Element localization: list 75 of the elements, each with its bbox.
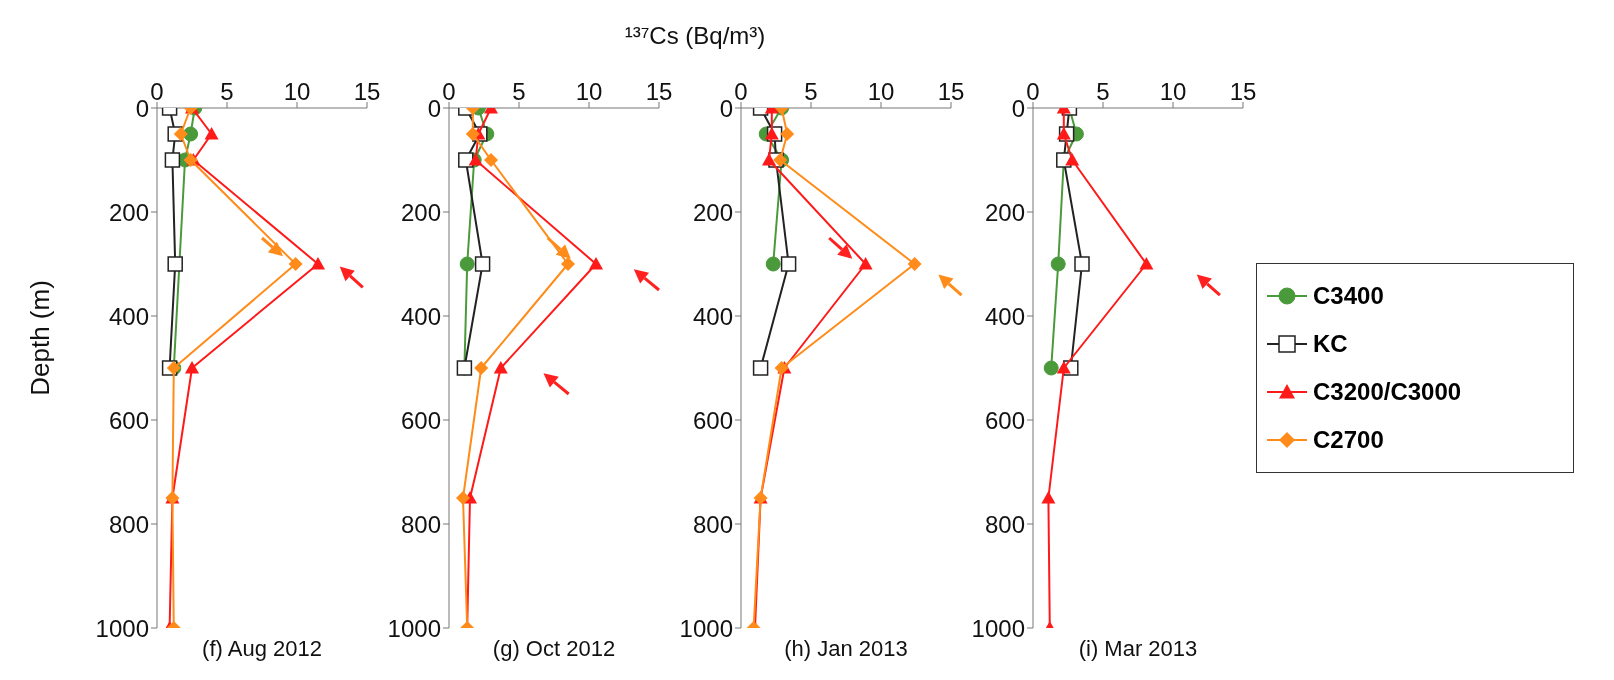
x-tick-label: 5 (220, 78, 234, 105)
point (484, 153, 498, 167)
y-tick-label: 800 (984, 510, 1025, 538)
point (474, 256, 491, 272)
y-tick-label: 400 (108, 302, 149, 330)
legend-label: KC (1313, 330, 1348, 358)
point (858, 257, 873, 270)
y-tick-label: 200 (108, 198, 149, 226)
y-tick-label: 600 (984, 406, 1025, 434)
y-tick-label: 200 (692, 198, 733, 226)
y-tick-label: 400 (400, 302, 441, 330)
x-tick-label: 15 (353, 78, 381, 105)
x-axis-title: ¹³⁷Cs (Bq/m³) (623, 22, 767, 50)
x-tick-label: 15 (645, 78, 673, 105)
legend-label: C3400 (1313, 282, 1384, 310)
point (458, 152, 474, 168)
y-tick-label: 600 (400, 406, 441, 434)
point (164, 152, 181, 168)
point (762, 153, 776, 166)
point (907, 257, 922, 271)
text: (g) Oct 2012 (492, 636, 616, 661)
point (465, 127, 480, 141)
point (1041, 491, 1056, 504)
x-tick-label: 10 (867, 78, 895, 105)
point (493, 361, 508, 374)
point (589, 257, 603, 270)
y-tick-label: 1000 (971, 614, 1025, 642)
point (173, 127, 188, 141)
text: (i) Mar 2013 (1078, 636, 1198, 661)
point (561, 257, 575, 271)
y-tick-label: 800 (108, 510, 149, 538)
point (1043, 360, 1059, 376)
y-tick-label: 1000 (387, 614, 441, 642)
point (288, 257, 303, 271)
point (311, 257, 325, 270)
point (167, 256, 183, 272)
text: (f) Aug 2012 (202, 636, 322, 661)
x-tick-label: 10 (1159, 78, 1187, 105)
y-tick-label: 600 (108, 406, 149, 434)
point (1056, 127, 1071, 140)
point (1050, 256, 1066, 272)
point (456, 491, 470, 505)
y-tick-label: 800 (400, 510, 441, 538)
point (1056, 361, 1071, 374)
legend-label: C2700 (1313, 426, 1384, 454)
point (204, 127, 219, 140)
point (185, 361, 199, 374)
y-tick-label: 800 (692, 510, 733, 538)
x-tick-label: 5 (512, 78, 526, 105)
point (1065, 153, 1080, 166)
y-axis-title: Depth (m) (24, 280, 56, 396)
point (764, 127, 779, 140)
x-tick-label: 10 (575, 78, 603, 105)
point (752, 360, 769, 376)
point (780, 256, 797, 272)
point (1139, 257, 1154, 270)
x-tick-label: 10 (283, 78, 311, 105)
y-tick-label: 1000 (95, 614, 149, 642)
x-tick-label: 5 (1096, 78, 1110, 105)
text: (h) Jan 2013 (784, 636, 908, 661)
x-tick-label: 5 (804, 78, 818, 105)
x-tick-label: 15 (937, 78, 965, 105)
y-tick-label: 600 (692, 406, 733, 434)
point (474, 361, 489, 375)
x-tick-label: 15 (1229, 78, 1257, 105)
point (765, 256, 781, 272)
y-tick-label: 400 (984, 302, 1025, 330)
y-tick-label: 400 (692, 302, 733, 330)
point (459, 256, 475, 272)
y-tick-label: 200 (400, 198, 441, 226)
y-tick-label: 200 (984, 198, 1025, 226)
point (183, 126, 199, 142)
y-tick-label: 1000 (679, 614, 733, 642)
point (780, 127, 795, 141)
legend-label: C3200/C3000 (1313, 378, 1462, 406)
